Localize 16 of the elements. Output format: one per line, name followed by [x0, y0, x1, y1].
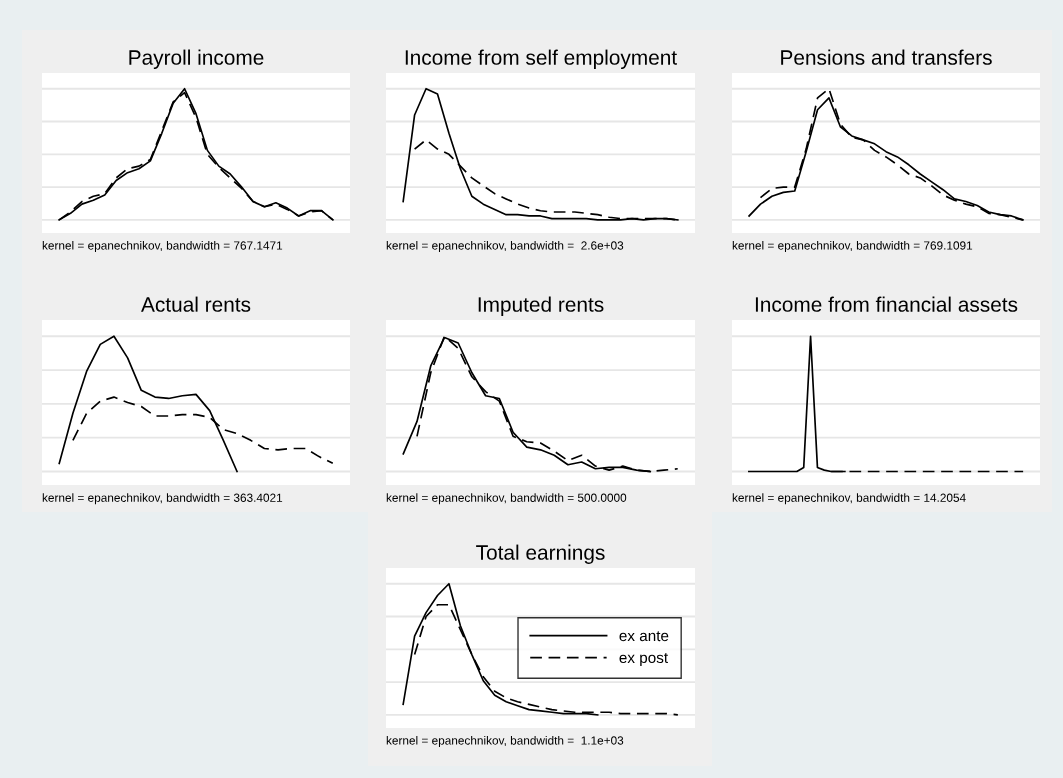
text: kernel = epanechnikov, bandwidth = 14.2054	[732, 493, 966, 505]
text: kernel = epanechnikov, bandwidth = 769.1091	[732, 241, 973, 253]
legend-label: ex post	[619, 653, 668, 667]
chart-title: Pensions and transfers	[781, 49, 992, 65]
chart-title: Payroll income	[129, 49, 264, 69]
legend-label: ex ante	[619, 631, 669, 642]
chart-title: Imputed rents	[478, 296, 604, 316]
chart-title: Income from financial assets	[755, 296, 1018, 312]
text: kernel = epanechnikov, bandwidth = 2.6e+03	[386, 241, 624, 253]
text: kernel = epanechnikov, bandwidth = 1.1e+03	[386, 736, 624, 748]
text: kernel = epanechnikov, bandwidth = 767.1471	[42, 241, 283, 253]
chart-title: Income from self employment	[405, 49, 677, 69]
text: kernel = epanechnikov, bandwidth = 500.0000	[386, 493, 627, 505]
text: kernel = epanechnikov, bandwidth = 363.4021	[42, 493, 283, 505]
chart-title: Actual rents	[141, 296, 251, 312]
chart-title: Total earnings	[476, 544, 605, 564]
